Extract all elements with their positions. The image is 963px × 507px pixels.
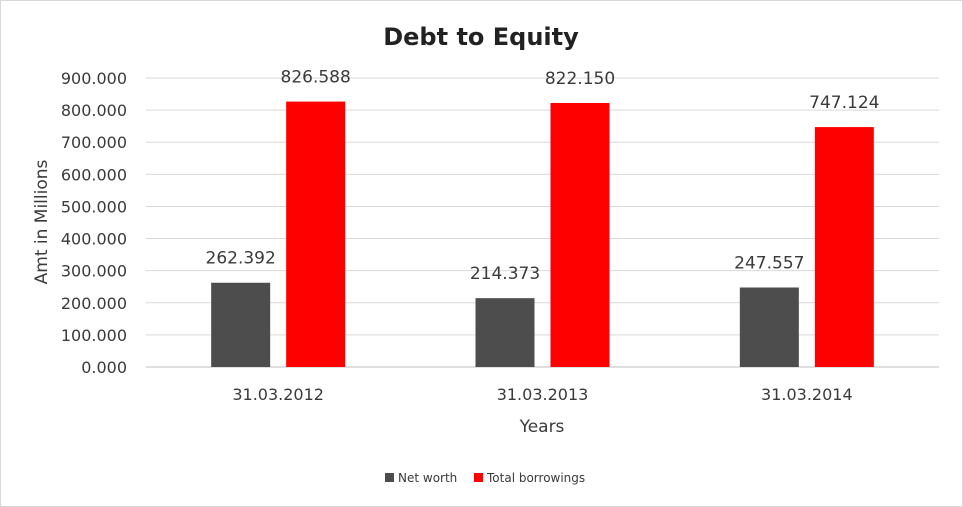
y-tick-label: 700.000: [61, 133, 127, 152]
y-tick-label: 800.000: [61, 101, 127, 120]
data-labels: 262.392 826.588 214.373 822.150 247.557 747.1…: [206, 68, 880, 285]
y-tick-label: 100.000: [61, 326, 127, 345]
y-tick-label: 0.000: [81, 358, 127, 377]
y-tick-label: 300.000: [61, 262, 127, 281]
x-tick-label: 31.03.2013: [497, 385, 589, 404]
x-tick-label: 31.03.2012: [232, 385, 324, 404]
bar-total-borrowings: [286, 101, 346, 367]
y-tick-label: 500.000: [61, 197, 127, 216]
data-label: 214.373: [470, 264, 540, 284]
y-tick-label: 400.000: [61, 230, 127, 249]
y-tick-label: 900.000: [61, 69, 127, 88]
bars: [211, 101, 874, 367]
bar-total-borrowings: [814, 127, 874, 367]
y-tick-label: 200.000: [61, 294, 127, 313]
legend-entry: Net worth: [398, 471, 457, 485]
y-axis-label: Amt in Millions: [32, 159, 52, 284]
legend: Net worth Total borrowings: [385, 471, 585, 485]
gridlines: [146, 77, 939, 368]
x-tick-label: 31.03.2014: [761, 385, 853, 404]
chart-title: Debt to Equity: [383, 23, 579, 51]
bar-total-borrowings: [550, 102, 610, 367]
legend-swatch: [385, 473, 394, 482]
x-axis-ticks: 31.03.2012 31.03.2013 31.03.2014: [232, 385, 852, 404]
y-axis-ticks: 0.000 100.000 200.000 300.000 400.000 500.000…: [61, 69, 127, 377]
data-label: 247.557: [734, 254, 804, 274]
legend-swatch: [474, 473, 483, 482]
legend-entry: Total borrowings: [486, 471, 585, 485]
y-tick-label: 600.000: [61, 165, 127, 184]
data-label: 822.150: [545, 69, 615, 89]
bar-net-worth: [739, 287, 799, 367]
bar-net-worth: [211, 282, 271, 367]
x-axis-label: Years: [519, 417, 565, 437]
data-label: 262.392: [206, 249, 276, 269]
data-label: 826.588: [281, 68, 351, 88]
bar-net-worth: [475, 298, 535, 367]
data-label: 747.124: [809, 93, 879, 113]
